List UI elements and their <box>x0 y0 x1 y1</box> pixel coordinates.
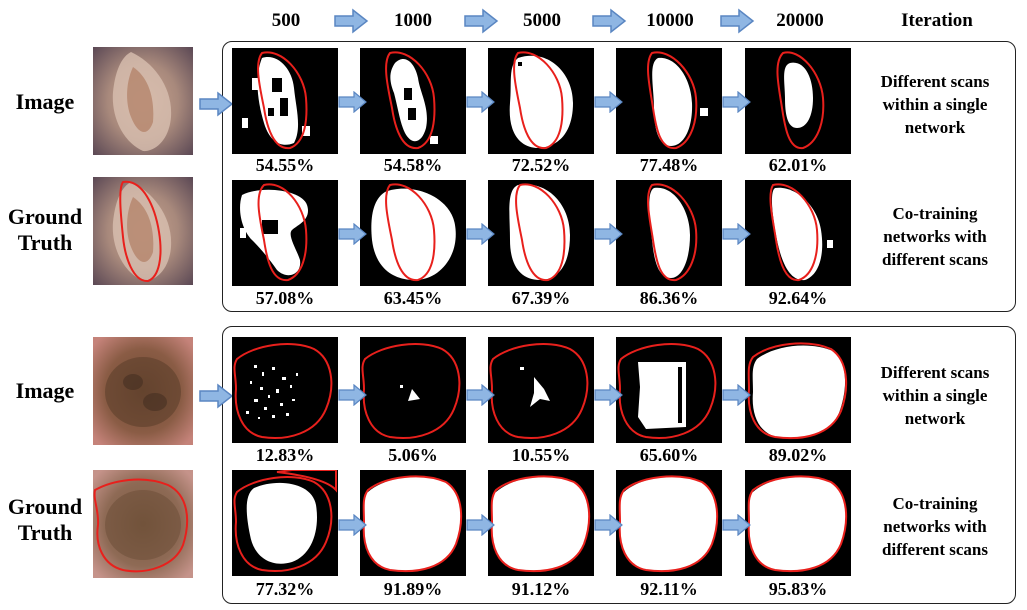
row-label-ground-truth-2: Ground Truth <box>0 494 90 546</box>
pct-g2-r2-c4: 92.11% <box>640 579 698 599</box>
mask-g1-r1-c5 <box>745 48 851 154</box>
ground-line2: Truth <box>17 230 73 255</box>
mask-g2-r2-c2 <box>360 470 466 576</box>
step-arrow <box>722 91 751 113</box>
mask-g2-r1-c5 <box>745 337 851 443</box>
row-label-image-1: Image <box>15 89 75 114</box>
pct-g1-r1-c2: 54.58% <box>383 155 443 175</box>
header-arrow-4 <box>720 8 755 34</box>
header-arrow-2 <box>464 8 499 34</box>
step-arrow <box>338 514 367 536</box>
row-label-image-2: Image <box>15 378 75 403</box>
step-arrow <box>466 91 495 113</box>
iteration-header-500: 500 <box>271 10 301 31</box>
mask-g2-r2-c1 <box>232 470 338 576</box>
pct-g2-r1-c4: 65.60% <box>639 445 699 465</box>
step-arrow <box>594 384 623 406</box>
mask-g2-r1-c4 <box>616 337 722 443</box>
desc-g2-single: Different scans within a single network <box>860 361 1010 430</box>
group-box-1 <box>222 41 1016 312</box>
pct-g1-r2-c4: 86.36% <box>639 288 699 308</box>
pct-g2-r2-c2: 91.89% <box>383 579 443 599</box>
desc-g1-cotrain: Co-training networks with different scan… <box>860 202 1010 271</box>
step-arrow <box>338 384 367 406</box>
mask-g1-r1-c4 <box>616 48 722 154</box>
pct-g1-r1-c4: 77.48% <box>639 155 699 175</box>
step-arrow <box>722 514 751 536</box>
pct-g1-r1-c1: 54.55% <box>255 155 315 175</box>
pct-g2-r2-c5: 95.83% <box>768 579 828 599</box>
desc-line: Co-training <box>892 494 978 513</box>
ground-truth-image-1 <box>93 177 193 285</box>
desc-line: network <box>904 118 966 137</box>
mask-g1-r2-c2 <box>360 180 466 286</box>
desc-line: different scans <box>882 250 988 269</box>
mask-g1-r2-c5 <box>745 180 851 286</box>
step-arrow <box>466 223 495 245</box>
pct-g1-r2-c3: 67.39% <box>511 288 571 308</box>
input-image-1 <box>93 47 193 155</box>
step-arrow <box>594 91 623 113</box>
desc-line: networks with <box>883 227 987 246</box>
desc-line: Co-training <box>892 204 978 223</box>
mask-g2-r1-c3 <box>488 337 594 443</box>
desc-line: Different scans <box>880 363 990 382</box>
step-arrow <box>594 223 623 245</box>
mask-g1-r1-c1 <box>232 48 338 154</box>
desc-line: within a single <box>882 386 988 405</box>
row-label-ground-truth-1: Ground Truth <box>0 204 90 256</box>
mask-g1-r2-c4 <box>616 180 722 286</box>
iteration-header-5000: 5000 <box>523 10 561 31</box>
pct-g1-r1-c3: 72.52% <box>511 155 571 175</box>
iteration-header-label: Iteration <box>901 10 973 31</box>
mask-g2-r2-c3 <box>488 470 594 576</box>
mask-g2-r2-c4 <box>616 470 722 576</box>
mask-g1-r1-c3 <box>488 48 594 154</box>
pct-g1-r2-c2: 63.45% <box>383 288 443 308</box>
desc-line: network <box>904 409 966 428</box>
desc-g1-single: Different scans within a single network <box>860 70 1010 139</box>
mask-g1-r2-c3 <box>488 180 594 286</box>
iteration-header-20000: 20000 <box>776 10 824 31</box>
pct-g1-r2-c5: 92.64% <box>768 288 828 308</box>
pct-g2-r1-c1: 12.83% <box>255 445 315 465</box>
input-arrow-2 <box>199 383 234 409</box>
step-arrow <box>466 514 495 536</box>
step-arrow <box>466 384 495 406</box>
pct-g2-r1-c5: 89.02% <box>768 445 828 465</box>
pct-g1-r2-c1: 57.08% <box>255 288 315 308</box>
mask-g1-r2-c1 <box>232 180 338 286</box>
desc-g2-cotrain: Co-training networks with different scan… <box>860 492 1010 561</box>
mask-g1-r1-c2 <box>360 48 466 154</box>
pct-g2-r1-c2: 5.06% <box>388 445 438 465</box>
ground-line2: Truth <box>17 520 73 545</box>
pct-g2-r1-c3: 10.55% <box>511 445 571 465</box>
desc-line: networks with <box>883 517 987 536</box>
step-arrow <box>722 223 751 245</box>
header-arrow-1 <box>334 8 369 34</box>
group-box-2 <box>222 326 1016 604</box>
input-arrow-1 <box>199 91 234 117</box>
desc-line: within a single <box>882 95 988 114</box>
ground-line1: Ground <box>7 204 83 229</box>
step-arrow <box>594 514 623 536</box>
desc-line: different scans <box>882 540 988 559</box>
pct-g1-r1-c5: 62.01% <box>768 155 828 175</box>
step-arrow <box>338 91 367 113</box>
desc-line: Different scans <box>880 72 990 91</box>
mask-g2-r2-c5 <box>745 470 851 576</box>
header-arrow-3 <box>592 8 627 34</box>
iteration-header-1000: 1000 <box>394 10 432 31</box>
mask-g2-r1-c1 <box>232 337 338 443</box>
pct-g2-r2-c3: 91.12% <box>511 579 571 599</box>
ground-line1: Ground <box>7 494 83 519</box>
step-arrow <box>338 223 367 245</box>
iteration-header-10000: 10000 <box>646 10 694 31</box>
mask-g2-r1-c2 <box>360 337 466 443</box>
input-image-2 <box>93 337 193 445</box>
ground-truth-image-2 <box>93 470 193 578</box>
pct-g2-r2-c1: 77.32% <box>255 579 315 599</box>
step-arrow <box>722 384 751 406</box>
